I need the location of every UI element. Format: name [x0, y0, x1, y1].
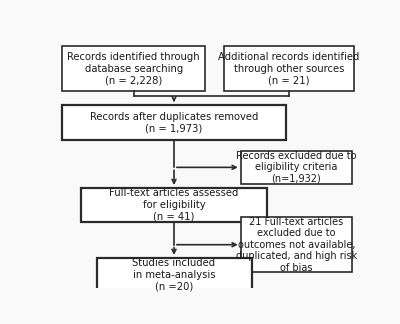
Text: Full-text articles assessed
for eligibility
(n = 41): Full-text articles assessed for eligibil…: [109, 188, 239, 221]
Text: Studies included
in meta-analysis
(n =20): Studies included in meta-analysis (n =20…: [132, 258, 216, 291]
FancyBboxPatch shape: [62, 46, 205, 91]
FancyBboxPatch shape: [224, 46, 354, 91]
Text: Records excluded due to
eligibility criteria
(n=1,932): Records excluded due to eligibility crit…: [236, 151, 357, 184]
FancyBboxPatch shape: [96, 258, 252, 292]
FancyBboxPatch shape: [241, 217, 352, 272]
Text: Records identified through
database searching
(n = 2,228): Records identified through database sear…: [67, 52, 200, 86]
FancyBboxPatch shape: [62, 105, 286, 140]
FancyBboxPatch shape: [81, 188, 267, 222]
Text: Records after duplicates removed
(n = 1,973): Records after duplicates removed (n = 1,…: [90, 112, 258, 133]
Text: Additional records identified
through other sources
(n = 21): Additional records identified through ot…: [218, 52, 359, 86]
Text: 21 Full-text articles
excluded due to
outcomes not available,
duplicated, and hi: 21 Full-text articles excluded due to ou…: [236, 216, 357, 273]
FancyBboxPatch shape: [241, 151, 352, 184]
